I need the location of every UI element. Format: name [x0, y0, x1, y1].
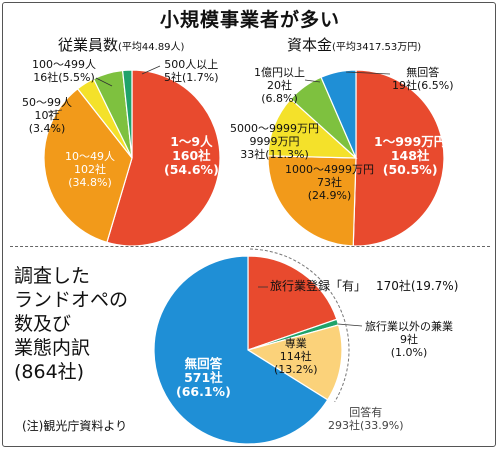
leader-lines — [47, 65, 391, 403]
survey-label-other-business: 旅行業以外の兼業 9社 (1.0%) — [365, 320, 453, 359]
survey-pie — [153, 255, 343, 445]
employees-slice-1 — [43, 87, 133, 244]
section-divider — [10, 246, 490, 247]
capital-slice-0 — [352, 69, 445, 247]
chart-frame — [2, 2, 496, 447]
employees-label-100-499: 100〜499人 16社(5.5%) — [32, 58, 96, 84]
capital-chart-title: 資本金(平均3417.53万円) — [287, 36, 422, 54]
survey-label-dedicated: 専業 114社 (13.2%) — [274, 337, 318, 376]
capital-label-5000-9999: 5000〜9999万円 9999万円 33社(11.3%) — [230, 122, 319, 161]
employees-label-1-9: 1〜9人 160社 (54.6%) — [164, 134, 219, 177]
employees-slice-4 — [121, 69, 133, 159]
employees-label-10-49: 10〜49人 102社 (34.8%) — [65, 150, 115, 189]
survey-group-label: 回答有 293社(33.9%) — [328, 406, 404, 432]
capital-label-100m-plus: 1億円以上 20社 (6.8%) — [254, 66, 305, 105]
capital-label-no-answer: 無回答 19社(6.5%) — [392, 66, 454, 92]
capital-pie — [267, 69, 445, 247]
leader-500plus — [141, 65, 161, 75]
leader-50-99 — [47, 109, 63, 113]
survey-label-registered: 旅行業登録「有」 — [270, 279, 367, 293]
answered-group-arc — [250, 248, 350, 403]
survey-label-no-answer: 無回答 571社 (66.1%) — [176, 356, 231, 399]
employees-label-500plus: 500人以上 5社(1.7%) — [164, 58, 219, 84]
survey-title: 調査した ランドオペの 数及び 業態内訳 (864社) — [14, 265, 129, 383]
main-title: 小規模事業者が多い — [159, 9, 340, 31]
leader-100-499 — [95, 77, 113, 87]
employees-label-50-99: 50〜99人 10社 (3.4%) — [22, 96, 72, 135]
leader-no-answer — [345, 71, 391, 75]
leader-other-business — [337, 323, 363, 327]
capital-label-1000-4999: 1000〜4999万円 73社 (24.9%) — [285, 163, 374, 202]
leader-100m — [304, 79, 321, 83]
survey-slice-2 — [246, 324, 343, 401]
employees-pie — [43, 69, 221, 247]
survey-label-registered-value: 170社(19.7%) — [376, 279, 459, 293]
capital-slice-4 — [320, 69, 357, 159]
employees-chart-title: 従業員数(平均44.89人) — [58, 36, 185, 54]
capital-label-1-999: 1〜999万円 148社 (50.5%) — [374, 134, 447, 177]
capital-slice-1 — [267, 155, 357, 247]
employees-slice-0 — [106, 69, 221, 247]
survey-slice-3 — [153, 255, 329, 445]
source-note: (注)観光庁資料より — [22, 419, 128, 433]
